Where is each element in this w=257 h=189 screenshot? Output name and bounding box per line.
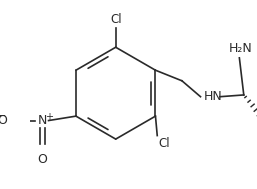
Text: H₂N: H₂N	[228, 42, 252, 55]
Text: Cl: Cl	[111, 13, 122, 26]
Text: N: N	[38, 114, 47, 127]
Text: HN: HN	[204, 90, 223, 103]
Text: O: O	[38, 153, 47, 166]
Text: −: −	[0, 110, 6, 123]
Text: Cl: Cl	[158, 137, 170, 150]
Text: +: +	[44, 112, 53, 122]
Text: O: O	[0, 114, 7, 127]
